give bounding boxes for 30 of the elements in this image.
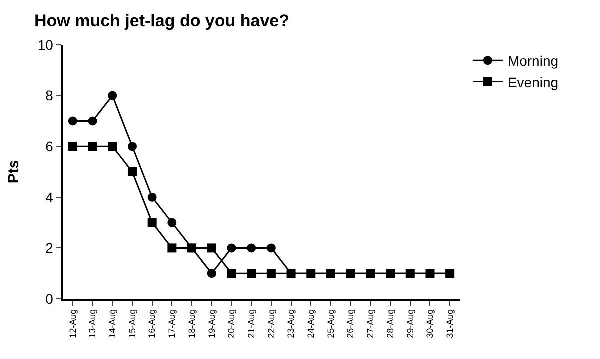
x-tick-label: 23-Aug <box>286 309 296 338</box>
chart-title: How much jet-lag do you have? <box>34 11 290 30</box>
x-tick-label: 31-Aug <box>445 309 456 338</box>
x-tick-label: 29-Aug <box>405 309 416 338</box>
legend-label: Morning <box>508 53 559 70</box>
y-tick-label: 10 <box>38 36 54 53</box>
x-tick-label: 17-Aug <box>167 309 178 338</box>
x-tick-label: 20-Aug <box>226 309 237 338</box>
y-tick-label: 6 <box>46 138 54 154</box>
x-tick-label: 21-Aug <box>246 309 257 338</box>
y-tick-label: 8 <box>46 88 54 104</box>
x-tick-label: 13-Aug <box>88 309 98 338</box>
x-tick-label: 16-Aug <box>147 309 158 338</box>
x-tick-label: 26-Aug <box>346 309 356 338</box>
x-tick-label: 27-Aug <box>366 309 376 338</box>
y-tick-label: 2 <box>46 240 54 256</box>
x-tick-label: 24-Aug <box>306 309 316 338</box>
x-tick-label: 25-Aug <box>326 309 336 338</box>
x-tick-label: 15-Aug <box>127 309 138 338</box>
y-tick-label: 0 <box>46 290 54 307</box>
x-tick-label: 30-Aug <box>425 309 436 338</box>
x-tick-label: 18-Aug <box>186 309 197 338</box>
x-tick-label: 14-Aug <box>108 309 118 338</box>
legend-label: Evening <box>508 74 559 90</box>
x-tick-label: 19-Aug <box>206 309 217 338</box>
y-axis-title: Pts <box>6 160 23 184</box>
x-tick-label: 12-Aug <box>68 309 78 338</box>
x-tick-label: 22-Aug <box>266 309 276 338</box>
x-tick-label: 28-Aug <box>385 309 396 338</box>
y-tick-label: 4 <box>46 189 54 206</box>
